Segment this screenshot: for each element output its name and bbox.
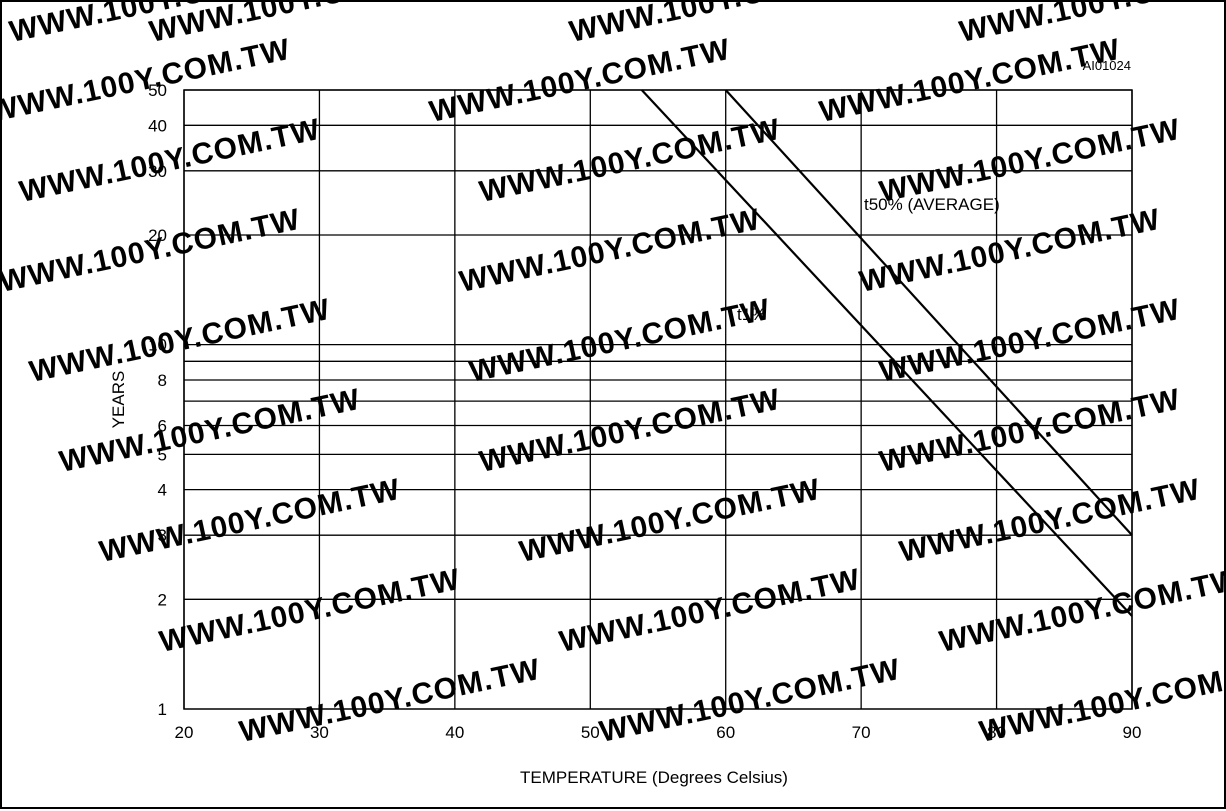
y-tick-label: 2 <box>158 590 167 609</box>
grid-layer <box>183 89 1133 710</box>
watermark-text: WWW.100Y.COM.TW <box>477 113 784 209</box>
watermark-text: WWW.100Y.COM.TW <box>557 563 864 659</box>
x-tick-label: 30 <box>310 723 329 742</box>
figure-code-label: AI01024 <box>1083 58 1131 73</box>
y-tick-label: 50 <box>148 81 167 100</box>
y-tick-label: 1 <box>158 700 167 719</box>
x-tick-label: 40 <box>445 723 464 742</box>
watermark-text: WWW.100Y.COM.TW <box>897 473 1204 569</box>
x-tick-label: 90 <box>1123 723 1142 742</box>
watermark-text: WWW.100Y.COM.TW <box>97 473 404 569</box>
x-tick-label: 50 <box>581 723 600 742</box>
y-tick-label: 30 <box>148 162 167 181</box>
plot-border <box>183 89 1133 710</box>
watermark-layer: WWW.100Y.COM.TW WWW.100Y.COM.TW WWW.100Y.C… <box>2 2 1226 749</box>
y-tick-label: 20 <box>148 226 167 245</box>
y-tick-label: 4 <box>158 481 167 500</box>
series-layer <box>640 89 1133 617</box>
watermark-text: WWW.100Y.COM.TW <box>977 653 1226 749</box>
watermark-text: WWW.100Y.COM.TW <box>27 293 334 389</box>
y-tick-label: 6 <box>158 416 167 435</box>
watermark-text: WWW.100Y.COM.TW <box>147 2 454 49</box>
watermark-text: WWW.100Y.COM.TW <box>457 203 764 299</box>
series-label: t50% (AVERAGE) <box>864 195 1000 214</box>
y-tick-label: 8 <box>158 371 167 390</box>
x-tick-label: 70 <box>852 723 871 742</box>
watermark-text: WWW.100Y.COM.TW <box>237 653 544 749</box>
watermark-text: WWW.100Y.COM.TW <box>517 473 824 569</box>
watermark-text: WWW.100Y.COM.TW <box>937 563 1226 659</box>
watermark-text: WWW.100Y.COM.TW <box>2 203 303 299</box>
x-tick-label: 20 <box>175 723 194 742</box>
watermark-text: WWW.100Y.COM.TW <box>877 383 1184 479</box>
label-layer: t1% t50% (AVERAGE) 20 30 40 50 60 70 80 90 1 2 3 4 5 6 8… <box>109 58 1141 787</box>
y-tick-label: 5 <box>158 445 167 464</box>
y-tick-label: 3 <box>158 526 167 545</box>
y-tick-label: 10 <box>148 336 167 355</box>
x-tick-label: 80 <box>987 723 1006 742</box>
watermark-text: WWW.100Y.COM.TW <box>57 383 364 479</box>
series-line <box>640 89 1133 617</box>
y-tick-label: 40 <box>148 116 167 135</box>
x-axis-label: TEMPERATURE (Degrees Celsius) <box>520 768 788 787</box>
watermark-text: WWW.100Y.COM.TW <box>157 563 464 659</box>
x-tick-label: 60 <box>716 723 735 742</box>
y-axis-label: YEARS <box>109 371 128 429</box>
series-line <box>724 89 1133 536</box>
watermark-text: WWW.100Y.COM.TW <box>477 383 784 479</box>
watermark-text: WWW.100Y.COM.TW <box>467 293 774 389</box>
watermark-text: WWW.100Y.COM.TW <box>17 113 324 209</box>
series-label: t1% <box>737 305 766 324</box>
